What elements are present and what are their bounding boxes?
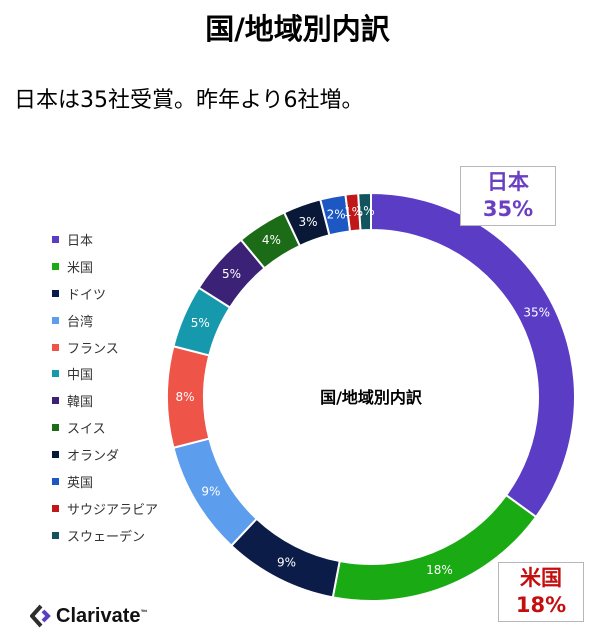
slice-label-9: 3% xyxy=(298,215,317,229)
legend-item: 中国 xyxy=(52,360,158,387)
slice-labels: 35%18%9%9%8%5%5%4%3%2%1%1% xyxy=(175,204,550,577)
legend-swatch xyxy=(52,316,59,324)
slice-label-10: 2% xyxy=(327,207,346,221)
slice-label-8: 4% xyxy=(262,233,281,247)
slice-label-1: 35% xyxy=(523,306,550,320)
legend-swatch xyxy=(52,235,59,243)
slice-label-3: 9% xyxy=(277,556,296,570)
legend-item: フランス xyxy=(52,334,158,361)
legend-item: 米国 xyxy=(52,253,158,280)
legend-label: 台湾 xyxy=(67,314,94,330)
slice-label-6: 5% xyxy=(191,316,210,330)
slice-label-11: 1% xyxy=(344,205,363,219)
legend-item: 英国 xyxy=(52,468,158,495)
legend-item: オランダ xyxy=(52,441,158,468)
subtitle: 日本は35社受賞。昨年より6社増。 xyxy=(14,88,364,113)
legend-label: スウェーデン xyxy=(67,529,146,545)
legend-swatch xyxy=(52,289,59,297)
legend-swatch xyxy=(52,397,59,405)
donut-slice-12 xyxy=(357,191,372,232)
slice-label-4: 9% xyxy=(201,485,220,499)
legend-label: サウジアラビア xyxy=(67,502,159,518)
legend-item: 台湾 xyxy=(52,307,158,334)
legend-swatch xyxy=(52,370,59,378)
legend-swatch xyxy=(52,477,59,485)
legend-swatch xyxy=(52,504,59,512)
slice-label-7: 5% xyxy=(222,267,241,281)
donut-center-label: 国/地域別内訳 xyxy=(320,388,423,407)
donut-slices xyxy=(166,191,576,602)
legend-label: 韓国 xyxy=(67,395,94,411)
chart-legend: 日本米国ドイツ台湾フランス中国韓国スイスオランダ英国サウジアラビア スウェーデン xyxy=(52,226,158,549)
legend-label: 英国 xyxy=(67,475,94,491)
page-title: 国/地域別内訳 xyxy=(205,12,390,46)
legend-label: 中国 xyxy=(67,368,94,384)
legend-item: ドイツ xyxy=(52,280,158,307)
callout-japan-value: 35% xyxy=(482,197,534,221)
slice-label-12: 1% xyxy=(356,204,375,218)
donut-slice-1 xyxy=(370,191,576,519)
callout-japan: 日本 35% xyxy=(460,166,556,226)
legend-label: オランダ xyxy=(67,449,120,465)
legend-label: スイス xyxy=(67,422,106,438)
legend-label: 日本 xyxy=(67,233,94,249)
legend-item: サウジアラビア xyxy=(52,495,158,522)
legend-swatch xyxy=(52,343,59,351)
callout-usa: 米国 18% xyxy=(498,562,584,622)
clarivate-logo: Clarivate™ xyxy=(30,604,148,628)
callout-japan-name: 日本 xyxy=(487,170,529,194)
legend-label: 米国 xyxy=(67,260,94,276)
legend-item: 韓国 xyxy=(52,387,158,414)
legend-swatch xyxy=(52,424,59,432)
logo-wordmark: Clarivate™ xyxy=(56,604,148,627)
legend-item: スウェーデン xyxy=(52,522,158,549)
slice-label-2: 18% xyxy=(426,563,453,577)
callout-usa-value: 18% xyxy=(515,593,567,617)
legend-item: スイス xyxy=(52,414,158,441)
callout-usa-name: 米国 xyxy=(520,566,562,590)
legend-item: 日本 xyxy=(52,226,158,253)
legend-swatch xyxy=(52,531,59,539)
legend-label: フランス xyxy=(67,341,119,357)
legend-swatch xyxy=(52,262,59,270)
legend-swatch xyxy=(52,451,59,459)
clarivate-logo-icon xyxy=(30,604,51,628)
slice-label-5: 8% xyxy=(175,390,194,404)
legend-label: ドイツ xyxy=(67,287,107,303)
